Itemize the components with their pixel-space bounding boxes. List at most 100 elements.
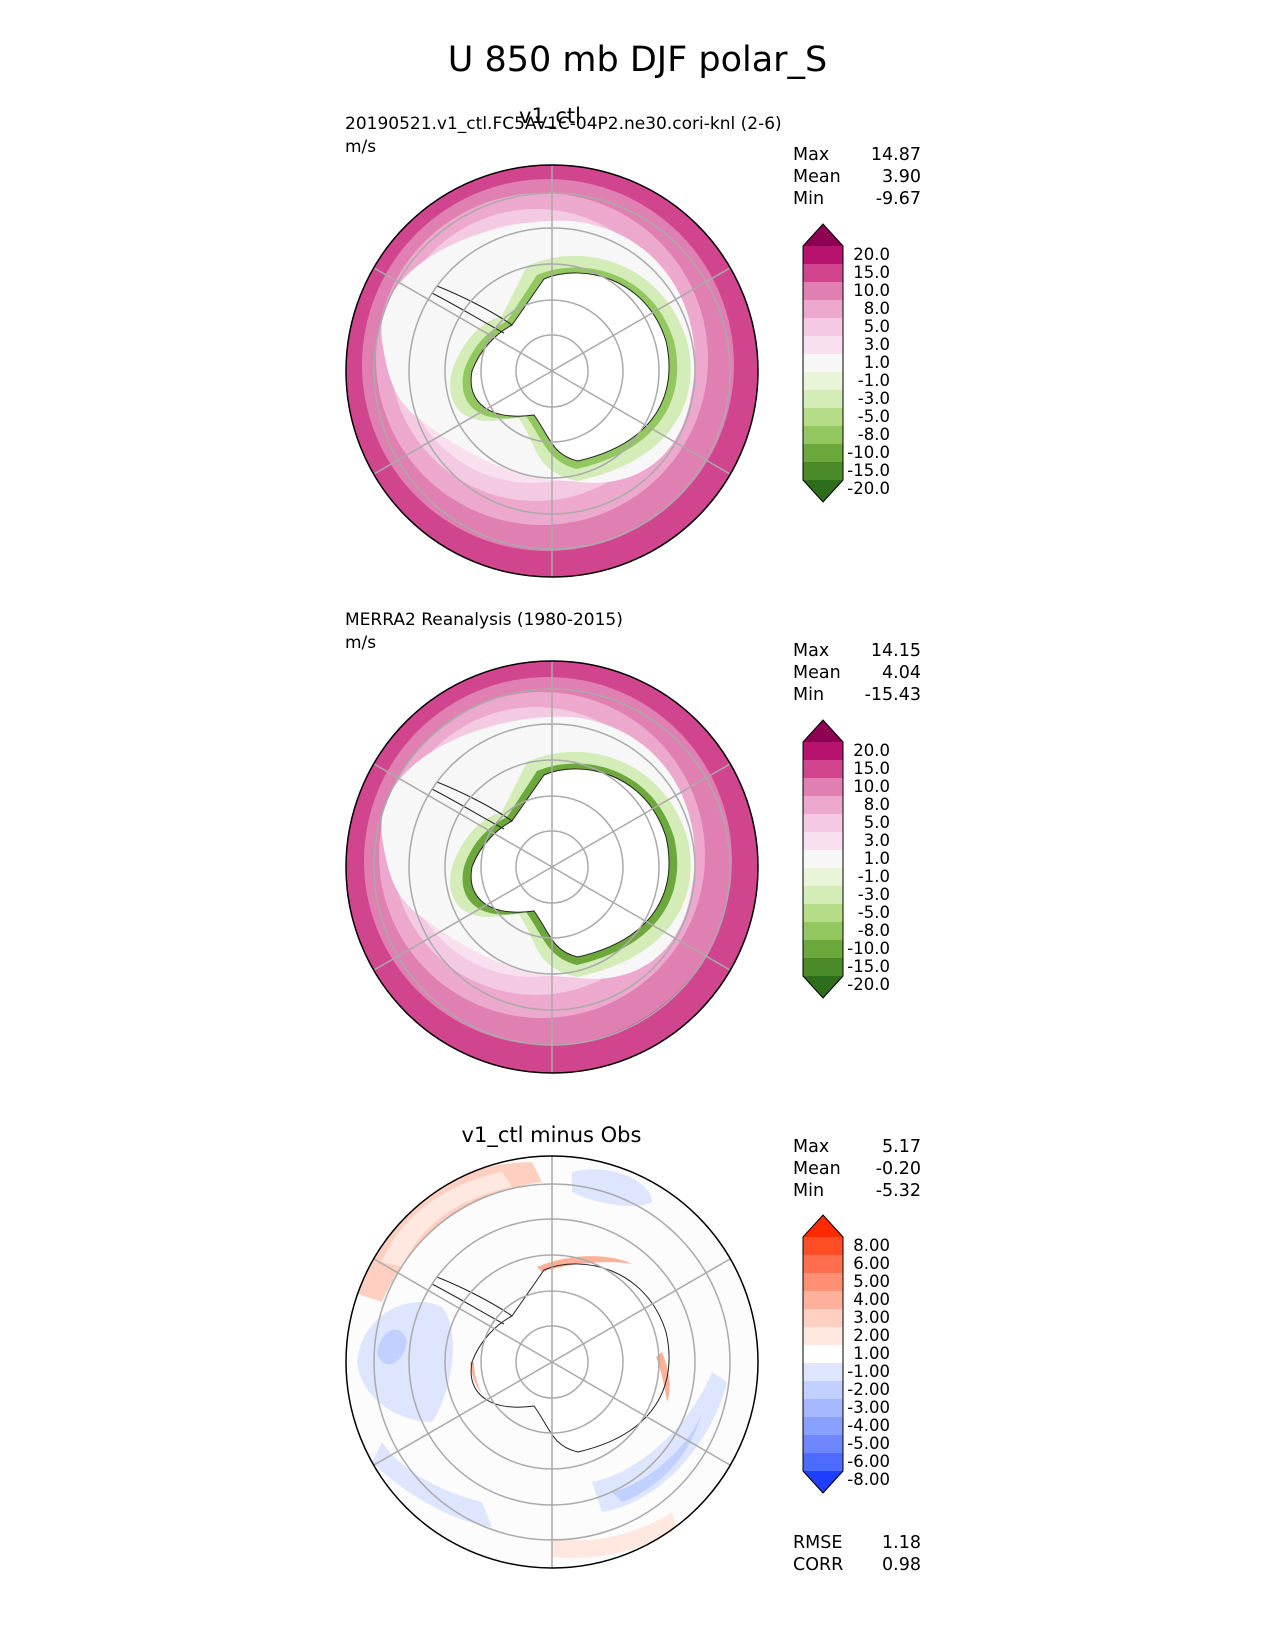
figure-title: U 850 mb DJF polar_S xyxy=(447,40,828,80)
tick-label: 5.0 xyxy=(863,813,890,832)
colorbar-bin xyxy=(803,814,843,833)
tick-label: -6.00 xyxy=(847,1452,890,1471)
tick-label: 3.00 xyxy=(853,1308,890,1327)
colorbar-extend-max xyxy=(803,1215,843,1237)
tick-label: -5.0 xyxy=(857,407,890,426)
colorbar-bin xyxy=(803,1255,843,1274)
tick-label: 6.00 xyxy=(853,1254,890,1273)
colorbar-bin xyxy=(803,760,843,779)
tick-label: -1.0 xyxy=(857,371,890,390)
colorbar-extend-min xyxy=(803,976,843,998)
colorbar-bin xyxy=(803,850,843,869)
tick-label: -3.0 xyxy=(857,389,890,408)
tick-label: 5.0 xyxy=(863,317,890,336)
colorbar-extend-min xyxy=(803,480,843,502)
stat-mean: Mean -0.20 xyxy=(793,1159,921,1179)
colorbar-swatches xyxy=(802,223,844,503)
tick-label: 10.0 xyxy=(853,777,890,796)
colorbar-swatches xyxy=(802,719,844,999)
stat-min: Min -5.32 xyxy=(793,1181,921,1201)
colorbar-bin xyxy=(803,282,843,301)
colorbar-extend-min xyxy=(803,1471,843,1493)
tick-label: -15.0 xyxy=(847,461,890,480)
tick-label: 15.0 xyxy=(853,263,890,282)
colorbar-bin xyxy=(803,886,843,905)
panel-reference-source: MERRA2 Reanalysis (1980-2015) xyxy=(345,610,623,630)
colorbar-outline xyxy=(802,719,844,999)
tick-label: 8.00 xyxy=(853,1236,890,1255)
tick-label: 10.0 xyxy=(853,281,890,300)
panel-test-colorbar xyxy=(793,222,853,524)
colorbar-bin xyxy=(803,408,843,427)
tick-label: 3.0 xyxy=(863,831,890,850)
colorbar-bin xyxy=(803,868,843,887)
colorbar-bin xyxy=(803,1399,843,1418)
tick-label: -15.0 xyxy=(847,957,890,976)
tick-label: -2.00 xyxy=(847,1380,890,1399)
colorbar-swatches xyxy=(802,1214,844,1494)
colorbar-bin xyxy=(803,1417,843,1436)
colorbar-bin xyxy=(803,742,843,761)
tick-label: -1.00 xyxy=(847,1362,890,1381)
tick-label: 20.0 xyxy=(853,245,890,264)
panel-reference-units: m/s xyxy=(345,633,377,653)
colorbar-bin xyxy=(803,940,843,959)
stat-max: Max 5.17 xyxy=(793,1137,921,1157)
stat-max: Max 14.15 xyxy=(793,641,921,661)
colorbar-bin xyxy=(803,354,843,373)
panel-diff-title: v1_ctl minus Obs xyxy=(461,1123,642,1147)
tick-label: -4.00 xyxy=(847,1416,890,1435)
colorbar-bin xyxy=(803,264,843,283)
colorbar-bin xyxy=(803,1453,843,1472)
stat-corr: CORR 0.98 xyxy=(793,1555,921,1575)
colorbar-bin xyxy=(803,1435,843,1454)
tick-label: 1.00 xyxy=(853,1344,890,1363)
panel-test-title: v1_ctl xyxy=(519,104,581,128)
colorbar-bin xyxy=(803,958,843,977)
panel-test-units: m/s xyxy=(345,137,377,157)
tick-label: -5.00 xyxy=(847,1434,890,1453)
colorbar-bin xyxy=(803,390,843,409)
tick-label: -8.0 xyxy=(857,921,890,940)
colorbar-bin xyxy=(803,444,843,463)
tick-label: 3.0 xyxy=(863,335,890,354)
tick-label: -8.00 xyxy=(847,1470,890,1489)
stat-mean: Mean 4.04 xyxy=(793,663,921,683)
tick-label: -8.0 xyxy=(857,425,890,444)
tick-label: -3.0 xyxy=(857,885,890,904)
panel-diff-stats: Max 5.17 Mean -0.20 Min -5.32 xyxy=(793,1136,921,1202)
colorbar-bin xyxy=(803,1345,843,1364)
panel-reference-stats: Max 14.15 Mean 4.04 Min -15.43 xyxy=(793,640,921,706)
tick-label: 1.0 xyxy=(863,849,890,868)
tick-label: -3.00 xyxy=(847,1398,890,1417)
tick-label: 20.0 xyxy=(853,741,890,760)
colorbar-bin xyxy=(803,246,843,265)
tick-label: 8.0 xyxy=(863,299,890,318)
panel-reference-colorbar xyxy=(793,718,853,1020)
stat-min: Min -9.67 xyxy=(793,189,921,209)
panel-diff-colorbar xyxy=(793,1213,853,1515)
panel-test-polar-map xyxy=(345,164,759,578)
panel-test-stats: Max 14.87 Mean 3.90 Min -9.67 xyxy=(793,144,921,210)
tick-label: -5.0 xyxy=(857,903,890,922)
tick-label: 5.00 xyxy=(853,1272,890,1291)
tick-label: 2.00 xyxy=(853,1326,890,1345)
colorbar-bin xyxy=(803,922,843,941)
colorbar-extend-max xyxy=(803,224,843,246)
colorbar-bin xyxy=(803,336,843,355)
colorbar-bin xyxy=(803,372,843,391)
colorbar-bin xyxy=(803,426,843,445)
panel-reference-polar-map xyxy=(345,660,759,1074)
colorbar-bin xyxy=(803,1237,843,1256)
colorbar-bin xyxy=(803,1363,843,1382)
tick-label: -1.0 xyxy=(857,867,890,886)
colorbar-bin xyxy=(803,1309,843,1328)
tick-label: -10.0 xyxy=(847,443,890,462)
colorbar-bin xyxy=(803,300,843,319)
colorbar-outline xyxy=(802,223,844,503)
colorbar-bin xyxy=(803,778,843,797)
colorbar-bin xyxy=(803,796,843,815)
panel-diff-bottom-stats: RMSE 1.18 CORR 0.98 xyxy=(793,1532,921,1576)
panel-diff-polar-map xyxy=(345,1155,759,1569)
stat-min: Min -15.43 xyxy=(793,685,921,705)
